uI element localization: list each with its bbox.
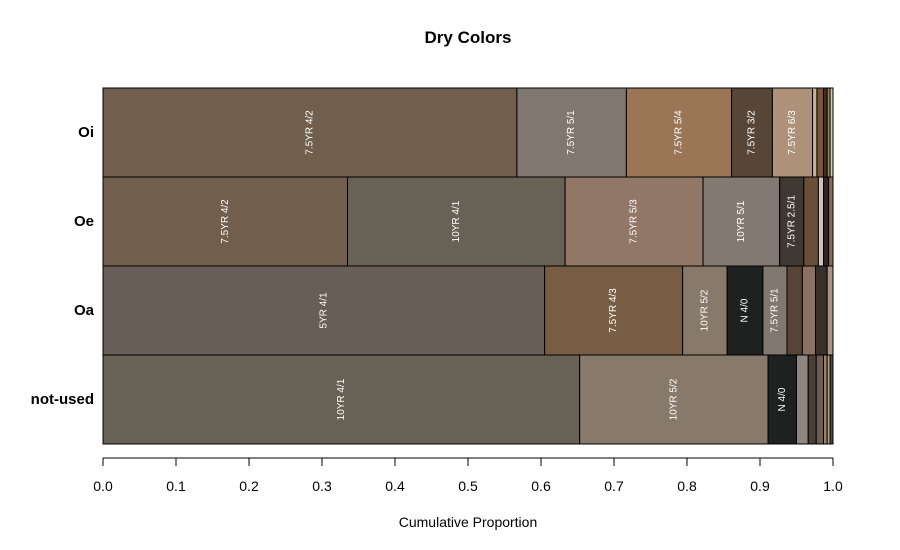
bar-segment [823,87,828,178]
x-tick-label: 0.1 [166,478,186,494]
segment-label: 7.5YR 4/3 [608,288,619,333]
x-tick-label: 0.4 [385,478,405,494]
chart-title: Dry Colors [425,28,512,47]
bar-segment [801,265,816,356]
bar-segment [807,354,817,445]
bar-segment [102,176,349,267]
x-tick-label: 0.3 [312,478,332,494]
category-labels: Oi Oe Oa not-used [31,124,95,408]
segment-label: 7.5YR 5/3 [629,199,640,244]
segment-label: 7.5YR 5/1 [566,110,577,155]
x-tick-label: 0.8 [677,478,697,494]
category-label: not-used [31,391,94,408]
x-tick-label: 0.5 [458,478,478,494]
bar-segment [817,176,825,267]
bar-segment [726,265,764,356]
segment-label: 10YR 4/1 [336,378,347,420]
category-label: Oa [74,302,95,319]
bar-segment [564,176,704,267]
x-tick-label: 0.7 [604,478,624,494]
bar-segment [828,176,834,267]
x-tick-label: 0.9 [750,478,770,494]
bar-segment [347,176,566,267]
bar-segment [829,354,834,445]
bar-segment [544,265,684,356]
segment-label: N 4/0 [740,298,751,322]
bars-group: 7.5YR 4/2 7.5YR 5/1 7.5YR 5/4 7.5YR 3/2 7.5Y… [102,87,834,445]
segment-label: 10YR 5/1 [736,200,747,242]
segment-label: 10YR 5/2 [668,378,679,420]
category-label: Oe [74,213,94,230]
segment-label: 10YR 4/1 [451,200,462,242]
bar-segment [815,354,825,445]
bar-segment [803,176,819,267]
bar-segment [823,354,828,445]
segment-label: 7.5YR 4/2 [220,199,231,244]
segment-label: 7.5YR 3/2 [746,110,757,155]
segment-label: 7.5YR 5/1 [769,288,780,333]
segment-label: 10YR 5/2 [699,289,710,331]
bar-segment [762,265,788,356]
bar-segment [826,265,834,356]
bar-segment [814,265,828,356]
bar-segment [102,87,518,178]
x-axis: 0.0 0.1 0.2 0.3 0.4 0.5 0.6 0.7 0.8 0.9 1.0 [93,457,843,494]
bar-segment [829,87,834,178]
segment-label: 7.5YR 5/4 [673,110,684,155]
bar-segment [796,354,809,445]
segment-label: 7.5YR 6/3 [787,110,798,155]
bar-row-not-used: 10YR 4/1 10YR 5/2 N 4/0 [102,354,834,445]
bar-segment [812,87,818,178]
bar-segment [625,87,733,178]
category-label: Oi [78,124,94,141]
bar-segment [823,176,830,267]
segment-label: 5YR 4/1 [318,292,329,329]
segment-label: 7.5YR 4/2 [304,110,315,155]
bar-segment [102,265,546,356]
bar-segment [816,87,825,178]
x-tick-label: 0.2 [239,478,259,494]
bar-segment [682,265,728,356]
bar-row-Oa: 5YR 4/1 7.5YR 4/3 10YR 5/2 N 4/0 7.5YR 5/1 [102,265,834,356]
x-axis-label: Cumulative Proportion [399,514,538,530]
x-tick-label: 0.0 [93,478,113,494]
bar-segment [516,87,627,178]
bar-segment [786,265,803,356]
x-tick-label: 1.0 [823,478,843,494]
segment-label: N 4/0 [777,387,788,411]
bar-row-Oi: 7.5YR 4/2 7.5YR 5/1 7.5YR 5/4 7.5YR 3/2 7.5Y… [102,87,834,178]
segment-label: 7.5YR 2.5/1 [786,195,797,248]
bar-segment [702,176,781,267]
bar-segment [767,354,798,445]
bar-row-Oe: 7.5YR 4/2 10YR 4/1 7.5YR 5/3 10YR 5/1 7.5YR … [102,176,834,267]
x-tick-label: 0.6 [531,478,551,494]
